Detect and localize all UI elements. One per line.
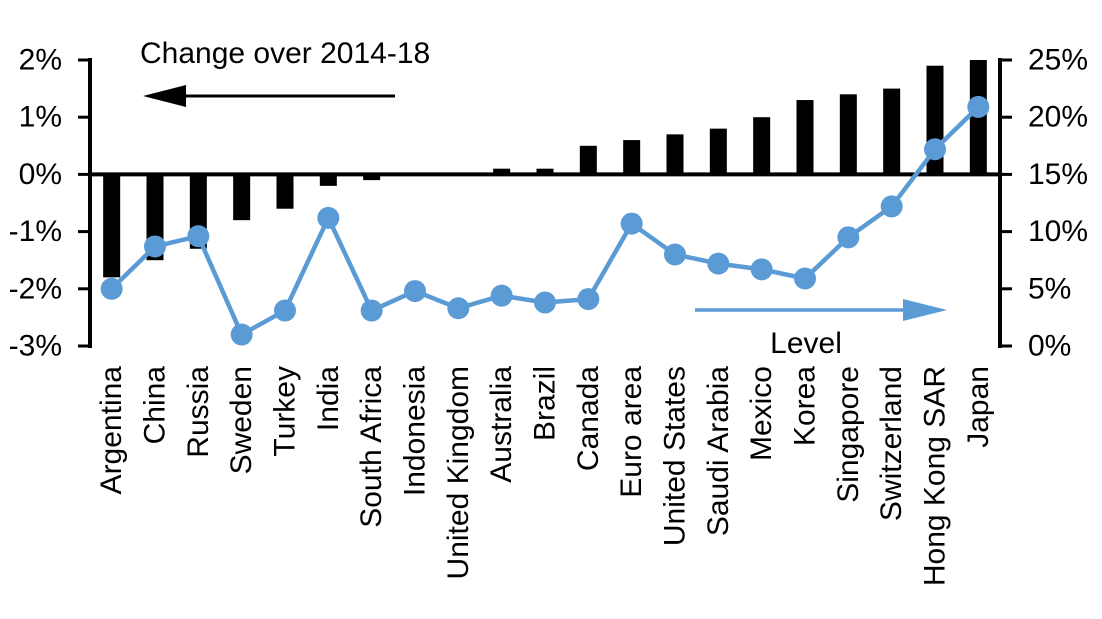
x-label-china: China xyxy=(139,366,172,445)
annotation-level-label: Level xyxy=(770,327,842,360)
x-label-korea: Korea xyxy=(789,366,822,446)
bar-united-states xyxy=(666,134,684,175)
x-label-south-africa: South Africa xyxy=(355,366,388,528)
left-axis-tick-label: -1% xyxy=(9,215,62,248)
right-arrow-head-icon xyxy=(903,299,947,321)
level-marker-united-kingdom xyxy=(447,297,470,320)
left-axis-tick-label: 0% xyxy=(19,158,62,191)
x-axis-labels: Argentina China Russia Sweden Turkey India Sou… xyxy=(95,366,995,586)
bar-australia xyxy=(493,168,511,175)
bar-saudi-arabia xyxy=(709,128,727,175)
bar-korea xyxy=(796,100,814,175)
level-marker-korea xyxy=(794,267,816,290)
level-marker-mexico xyxy=(750,258,773,281)
x-label-sweden: Sweden xyxy=(225,366,258,474)
level-marker-euro-area xyxy=(620,212,643,235)
x-label-united-kingdom: United Kingdom xyxy=(442,366,475,579)
x-label-canada: Canada xyxy=(572,366,605,471)
left-axis-tick-label: -3% xyxy=(9,330,62,363)
level-marker-argentina xyxy=(100,277,123,300)
annotation-level: Level xyxy=(695,299,947,360)
level-marker-japan xyxy=(967,95,990,118)
bar-argentina xyxy=(103,174,121,278)
x-label-russia: Russia xyxy=(182,366,215,458)
annotation-change-label: Change over 2014-18 xyxy=(140,37,430,70)
x-label-indonesia: Indonesia xyxy=(399,366,432,496)
left-arrow-head-icon xyxy=(143,85,186,107)
bar-brazil xyxy=(536,168,554,175)
x-label-australia: Australia xyxy=(485,366,518,483)
level-marker-saudi-arabia xyxy=(707,252,730,275)
x-label-singapore: Singapore xyxy=(832,366,865,503)
x-label-japan: Japan xyxy=(962,366,995,448)
bar-south-africa xyxy=(363,174,381,181)
x-label-euro-area: Euro area xyxy=(615,366,648,498)
level-marker-south-africa xyxy=(360,299,383,322)
left-axis-tick-label: -2% xyxy=(9,272,62,305)
x-label-argentina: Argentina xyxy=(95,366,128,495)
x-label-india: India xyxy=(312,366,345,431)
right-axis-tick-label: 20% xyxy=(1028,101,1088,134)
x-label-saudi-arabia: Saudi Arabia xyxy=(702,366,735,536)
bar-mexico xyxy=(753,117,771,175)
x-label-hong-kong-sar: Hong Kong SAR xyxy=(919,366,952,586)
level-marker-united-states xyxy=(664,243,686,266)
left-axis-tick-label: 1% xyxy=(19,101,62,134)
level-marker-india xyxy=(317,206,340,229)
level-marker-indonesia xyxy=(404,280,426,303)
level-marker-china xyxy=(144,235,166,258)
right-axis-tick-label: 5% xyxy=(1028,272,1071,305)
level-marker-russia xyxy=(187,225,210,248)
level-marker-australia xyxy=(490,284,513,307)
left-axis-tick-label: 2% xyxy=(19,44,62,77)
bar-canada xyxy=(579,145,597,175)
level-marker-switzerland xyxy=(880,195,903,218)
bar-switzerland xyxy=(883,88,901,175)
level-line-series xyxy=(100,95,990,346)
level-marker-brazil xyxy=(534,291,556,314)
x-label-brazil: Brazil xyxy=(529,366,562,441)
level-marker-hong-kong-sar xyxy=(924,138,946,161)
right-axis-tick-label: 25% xyxy=(1028,44,1088,77)
x-label-mexico: Mexico xyxy=(745,366,778,461)
left-axis: 2% 1% 0% -1% -2% -3% xyxy=(9,44,92,363)
right-axis-tick-label: 0% xyxy=(1028,330,1071,363)
bar-sweden xyxy=(233,174,251,221)
level-marker-canada xyxy=(577,288,600,311)
x-label-switzerland: Switzerland xyxy=(875,366,908,521)
x-label-united-states: United States xyxy=(659,366,692,546)
right-axis-tick-label: 15% xyxy=(1028,158,1088,191)
level-marker-turkey xyxy=(274,299,296,322)
bar-turkey xyxy=(276,174,294,209)
level-marker-sweden xyxy=(230,323,253,346)
bar-euro-area xyxy=(623,140,641,175)
level-marker-singapore xyxy=(837,226,860,249)
right-axis-tick-label: 10% xyxy=(1028,215,1088,248)
bar-singapore xyxy=(839,94,857,175)
x-label-turkey: Turkey xyxy=(269,366,302,457)
annotation-change: Change over 2014-18 xyxy=(140,37,430,107)
right-axis: 25% 20% 15% 10% 5% 0% xyxy=(998,44,1088,363)
bar-india xyxy=(319,174,337,186)
